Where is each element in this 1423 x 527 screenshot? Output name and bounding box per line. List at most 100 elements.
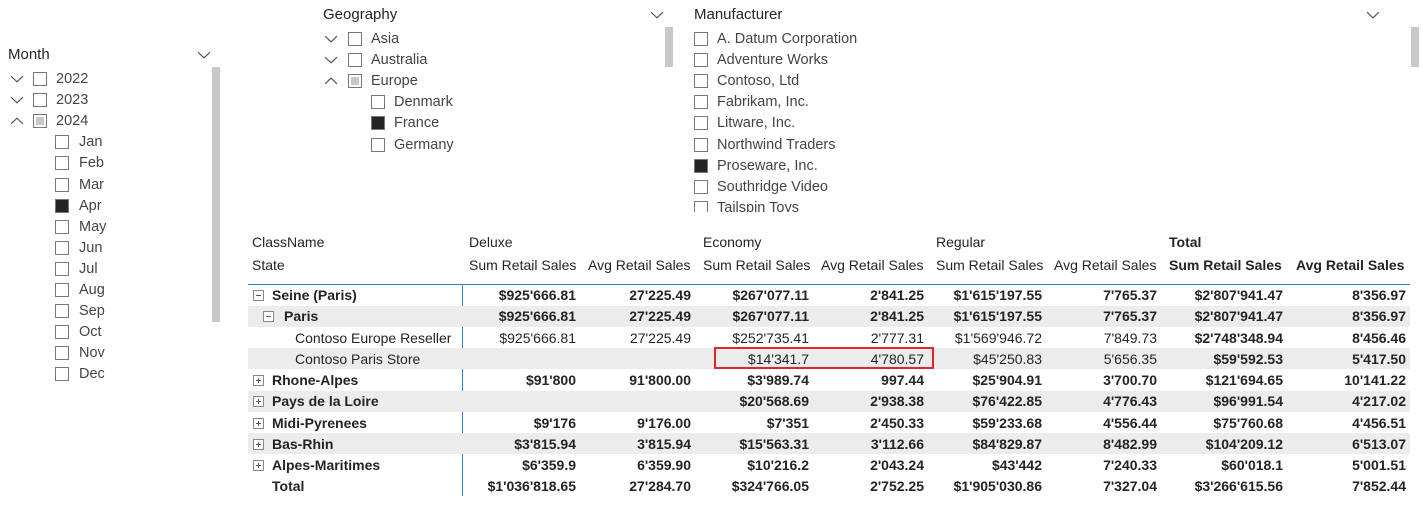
checkbox[interactable] bbox=[694, 32, 708, 46]
checkbox[interactable] bbox=[33, 93, 47, 108]
column-header[interactable]: Avg Retail Sales bbox=[1296, 257, 1405, 273]
slicer-item-label[interactable]: Jan bbox=[79, 134, 103, 151]
checkbox[interactable] bbox=[55, 325, 69, 340]
checkbox[interactable] bbox=[55, 346, 69, 361]
column-header[interactable]: Sum Retail Sales bbox=[703, 257, 811, 273]
checkbox[interactable] bbox=[55, 261, 69, 276]
checkbox[interactable] bbox=[55, 135, 69, 150]
checkbox[interactable] bbox=[371, 116, 385, 131]
scrollbar[interactable] bbox=[212, 67, 220, 322]
cell-value: 8'482.99 bbox=[1103, 435, 1157, 452]
slicer-item-label[interactable]: 2023 bbox=[56, 92, 89, 109]
cell-value: $7'351 bbox=[766, 414, 809, 431]
cell-value: $75'760.68 bbox=[1213, 414, 1283, 431]
slicer-title: Month bbox=[8, 46, 50, 63]
checkbox[interactable] bbox=[55, 367, 69, 382]
slicer-item-label[interactable]: Dec bbox=[79, 366, 105, 382]
expander[interactable] bbox=[253, 460, 264, 471]
slicer-item-label[interactable]: Adventure Works bbox=[717, 52, 828, 69]
chevron[interactable] bbox=[324, 53, 338, 67]
slicer-item-label[interactable]: Tailspin Toys bbox=[717, 199, 799, 212]
column-header[interactable]: Avg Retail Sales bbox=[821, 257, 924, 273]
checkbox[interactable] bbox=[33, 72, 47, 86]
expander[interactable] bbox=[253, 396, 264, 408]
checkbox[interactable] bbox=[694, 179, 708, 194]
checkbox[interactable] bbox=[348, 32, 362, 46]
cell-value: $6'359.9 bbox=[522, 457, 576, 473]
scrollbar[interactable] bbox=[665, 27, 673, 67]
slicer-item-label[interactable]: Denmark bbox=[394, 94, 453, 111]
checkbox[interactable] bbox=[694, 116, 708, 131]
cell-value: $925'666.81 bbox=[498, 308, 576, 325]
slicer-item-label[interactable]: A. Datum Corporation bbox=[717, 31, 858, 47]
slicer-item-label[interactable]: Contoso, Ltd bbox=[717, 73, 800, 90]
slicer-item-label[interactable]: Germany bbox=[394, 136, 454, 153]
cell-value: $84'829.87 bbox=[972, 435, 1042, 452]
slicer-item-label[interactable]: Europe bbox=[371, 73, 418, 90]
chevron[interactable] bbox=[324, 74, 338, 88]
expander[interactable] bbox=[253, 290, 264, 301]
slicer-item-label[interactable]: Fabrikam, Inc. bbox=[717, 94, 809, 111]
slicer-item-label[interactable]: 2024 bbox=[56, 113, 89, 130]
checkbox[interactable] bbox=[694, 200, 708, 212]
chevron[interactable] bbox=[1366, 8, 1380, 22]
checkbox[interactable] bbox=[55, 283, 69, 297]
slicer-item-label[interactable]: Litware, Inc. bbox=[717, 115, 796, 132]
chevron[interactable] bbox=[10, 72, 24, 86]
slicer-item-label[interactable]: Feb bbox=[79, 155, 104, 172]
checkbox[interactable] bbox=[55, 219, 69, 234]
column-header[interactable]: Sum Retail Sales bbox=[1169, 257, 1282, 273]
slicer-item-label[interactable]: Proseware, Inc. bbox=[717, 157, 818, 174]
chevron[interactable] bbox=[650, 8, 664, 22]
checkbox[interactable] bbox=[348, 53, 362, 68]
checkbox[interactable] bbox=[55, 177, 69, 192]
checkbox[interactable] bbox=[694, 74, 708, 89]
chevron[interactable] bbox=[197, 48, 211, 62]
expander[interactable] bbox=[253, 438, 264, 450]
row-header: ClassName bbox=[252, 234, 325, 250]
expander[interactable] bbox=[253, 417, 264, 429]
checkbox[interactable] bbox=[33, 114, 47, 129]
slicer-item-label[interactable]: May bbox=[79, 218, 107, 235]
expander[interactable] bbox=[263, 311, 274, 323]
checkbox[interactable] bbox=[55, 198, 69, 213]
chevron[interactable] bbox=[10, 114, 24, 128]
slicer-item-label[interactable]: Jul bbox=[79, 260, 98, 277]
slicer-item-label[interactable]: Aug bbox=[79, 282, 105, 298]
chevron[interactable] bbox=[10, 93, 24, 107]
cell-value: $1'615'197.55 bbox=[953, 287, 1042, 303]
slicer-item-label[interactable]: Northwind Traders bbox=[717, 136, 836, 153]
checkbox[interactable] bbox=[371, 137, 385, 152]
slicer-item-label[interactable]: Nov bbox=[79, 345, 105, 362]
column-header[interactable]: Avg Retail Sales bbox=[1054, 257, 1157, 273]
cell-value: 2'777.31 bbox=[870, 329, 924, 346]
expander[interactable] bbox=[253, 375, 264, 386]
checkbox[interactable] bbox=[694, 158, 708, 173]
column-header[interactable]: Sum Retail Sales bbox=[469, 257, 577, 273]
checkbox[interactable] bbox=[348, 74, 362, 89]
checkbox[interactable] bbox=[694, 137, 708, 152]
slicer-item-label[interactable]: Sep bbox=[79, 303, 105, 320]
slicer-item-label[interactable]: 2022 bbox=[56, 71, 89, 87]
checkbox[interactable] bbox=[55, 304, 69, 319]
cell-value: 2'841.25 bbox=[870, 287, 924, 303]
slicer-item-label[interactable]: Southridge Video bbox=[717, 178, 828, 195]
column-header[interactable]: Sum Retail Sales bbox=[936, 257, 1044, 273]
checkbox[interactable] bbox=[55, 156, 69, 171]
checkbox[interactable] bbox=[371, 95, 385, 110]
scrollbar[interactable] bbox=[1411, 27, 1419, 67]
slicer-item-label[interactable]: Apr bbox=[79, 197, 102, 214]
column-header[interactable]: Avg Retail Sales bbox=[588, 257, 691, 273]
checkbox[interactable] bbox=[55, 240, 69, 255]
slicer-item-label[interactable]: Oct bbox=[79, 324, 102, 341]
slicer-item-label[interactable]: Asia bbox=[371, 31, 400, 47]
slicer-item-label[interactable]: France bbox=[394, 115, 440, 132]
slicer-item-label[interactable]: Australia bbox=[371, 52, 428, 69]
cell-value: 5'001.51 bbox=[1352, 457, 1406, 473]
chevron[interactable] bbox=[324, 32, 338, 46]
checkbox[interactable] bbox=[694, 95, 708, 110]
checkbox[interactable] bbox=[694, 53, 708, 68]
slicer-item-label[interactable]: Mar bbox=[79, 176, 104, 193]
slicer-item-label[interactable]: Jun bbox=[79, 239, 103, 256]
